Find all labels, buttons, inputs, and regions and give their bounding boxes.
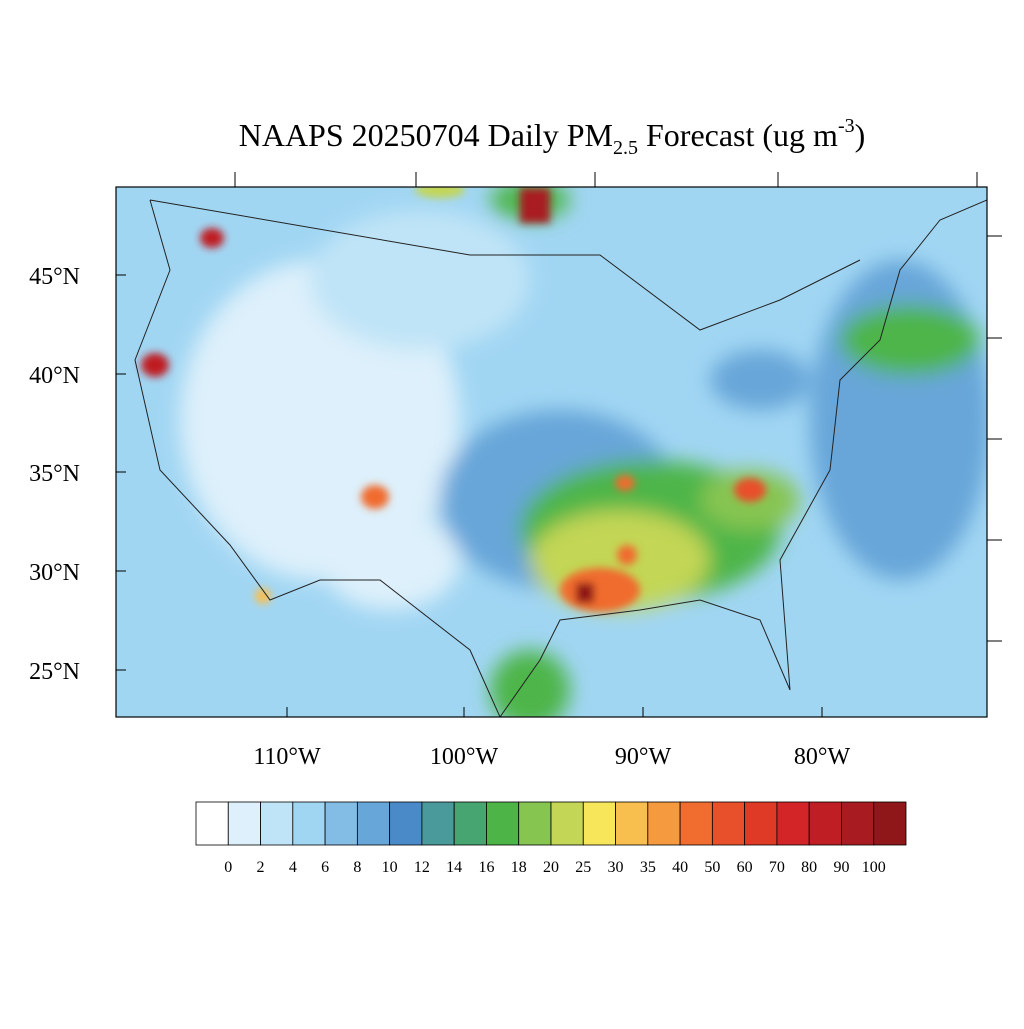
colorbar-box bbox=[711, 801, 746, 846]
field-blobs bbox=[180, 187, 987, 717]
colorbar-box bbox=[227, 801, 261, 846]
coastline-sketch bbox=[134, 199, 987, 717]
field-hotspots bbox=[141, 187, 766, 612]
colorbar-box bbox=[679, 801, 713, 846]
colorbar-label: 25 bbox=[575, 859, 591, 876]
colorbar-box bbox=[808, 801, 842, 846]
colorbar-box bbox=[421, 801, 455, 846]
colorbar-label: 70 bbox=[769, 859, 785, 876]
colorbar-box bbox=[647, 801, 681, 846]
colorbar-label: 100 bbox=[862, 859, 886, 876]
title-superscript: -3 bbox=[838, 115, 855, 137]
colorbar-box bbox=[486, 801, 520, 846]
colorbar-box bbox=[356, 801, 391, 846]
colorbar-box bbox=[260, 801, 294, 846]
lon-label: 100°W bbox=[430, 744, 499, 770]
colorbar-box bbox=[615, 801, 649, 846]
colorbar-label: 8 bbox=[353, 859, 361, 876]
colorbar-label: 14 bbox=[446, 859, 462, 876]
colorbar-label: 0 bbox=[224, 859, 232, 876]
colorbar-box bbox=[324, 801, 358, 846]
colorbar-box bbox=[841, 801, 875, 846]
lat-label: 40°N bbox=[29, 363, 80, 389]
lat-label: 45°N bbox=[29, 264, 80, 290]
lat-label: 30°N bbox=[29, 560, 80, 586]
colorbar-label: 80 bbox=[801, 859, 817, 876]
lon-label: 110°W bbox=[253, 744, 321, 770]
title-main: NAAPS 20250704 Daily PM bbox=[239, 117, 613, 153]
colorbar-label: 30 bbox=[608, 859, 624, 876]
title-middle: Forecast (ug m bbox=[638, 117, 838, 153]
concentration-field bbox=[116, 187, 987, 717]
colorbar-box bbox=[518, 801, 552, 846]
colorbar-box bbox=[776, 801, 810, 846]
colorbar-label: 2 bbox=[257, 859, 265, 876]
colorbar-box bbox=[744, 801, 778, 846]
title: NAAPS 20250704 Daily PM2.5 Forecast (ug … bbox=[239, 115, 866, 159]
colorbar-label: 10 bbox=[382, 859, 398, 876]
colorbar-label: 18 bbox=[511, 859, 527, 876]
colorbar-label: 4 bbox=[289, 859, 297, 876]
lon-label: 90°W bbox=[615, 744, 672, 770]
colorbar-label: 60 bbox=[737, 859, 753, 876]
colorbar-label: 40 bbox=[672, 859, 688, 876]
colorbar-box bbox=[550, 801, 584, 846]
title-subscript: 2.5 bbox=[613, 137, 638, 159]
colorbar-box bbox=[195, 801, 229, 846]
colorbar-label: 16 bbox=[478, 859, 494, 876]
title-end: ) bbox=[855, 117, 866, 153]
colorbar-label: 20 bbox=[543, 859, 559, 876]
colorbar-label: 6 bbox=[321, 859, 329, 876]
colorbar-label: 35 bbox=[640, 859, 656, 876]
colorbar-label: 90 bbox=[833, 859, 849, 876]
colorbar-label: 12 bbox=[414, 859, 430, 876]
colorbar-box bbox=[582, 801, 616, 846]
lat-label: 35°N bbox=[29, 461, 80, 487]
map-ticks: 45°N 40°N 35°N 30°N 25°N 110°W 100°W 90°W 80°W bbox=[29, 172, 1002, 770]
colorbar-box bbox=[292, 801, 326, 846]
colorbar-box bbox=[389, 801, 423, 846]
lon-label: 80°W bbox=[794, 744, 851, 770]
colorbar-box bbox=[453, 801, 487, 846]
colorbar-box bbox=[873, 801, 907, 846]
map-frame bbox=[115, 186, 988, 718]
colorbar: 0 2 4 6 8 10 12 14 16 18 20 25 30 35 40 50 60 70 80 90 100 bbox=[195, 801, 907, 876]
colorbar-label: 50 bbox=[704, 859, 720, 876]
lat-label: 25°N bbox=[29, 659, 80, 685]
